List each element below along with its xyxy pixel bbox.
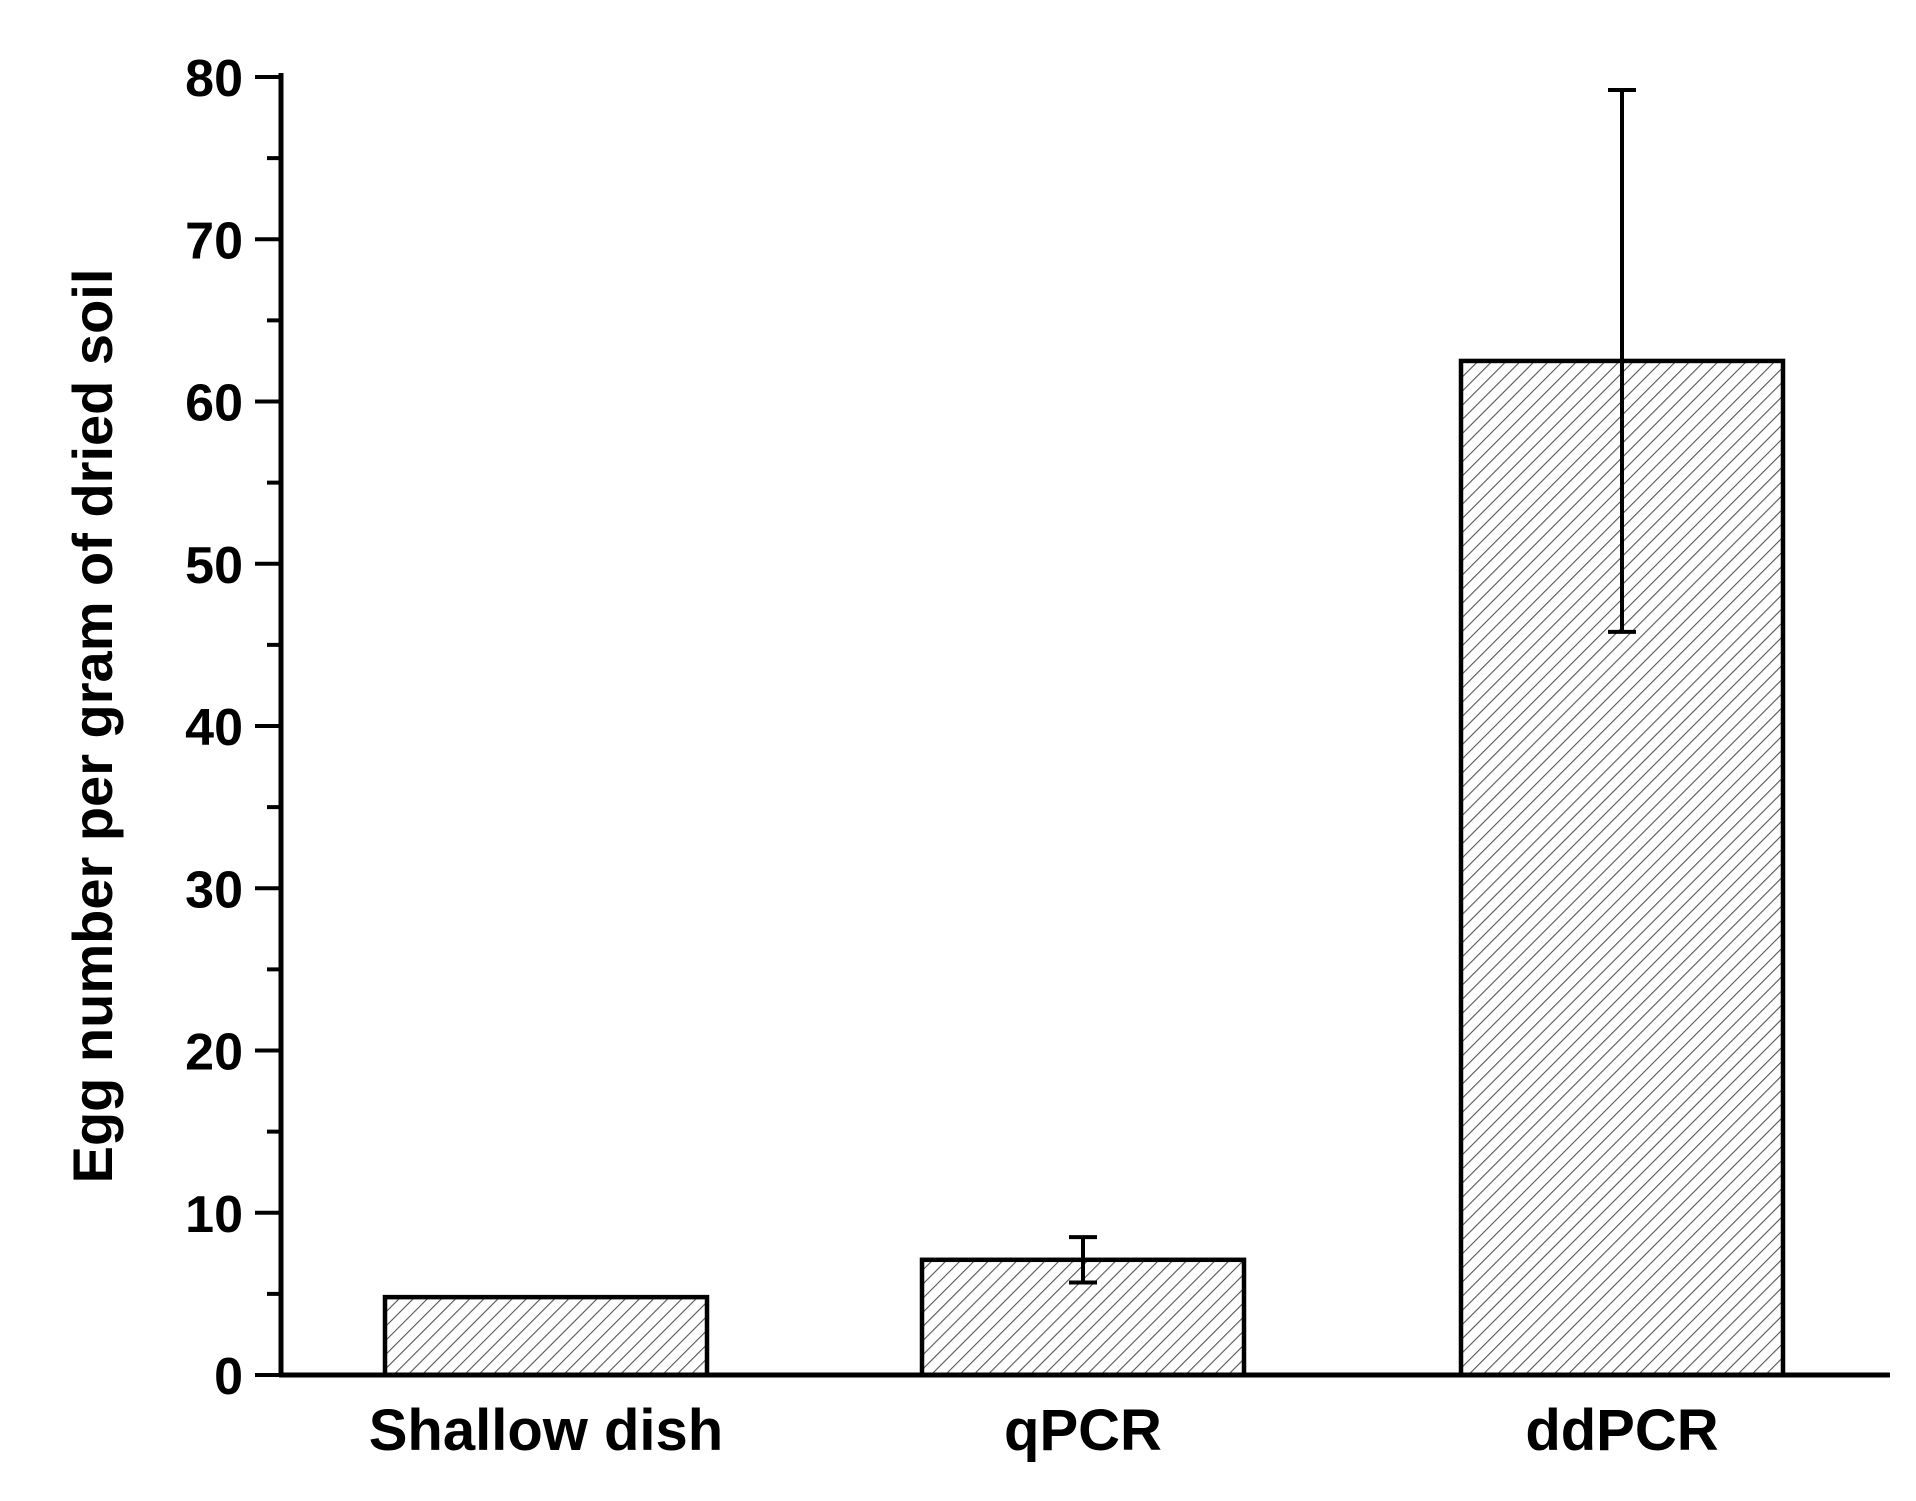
x-tick-label: Shallow dish [369,1398,724,1463]
y-tick-label: 20 [185,1024,243,1082]
y-tick-label: 60 [185,375,243,433]
y-axis-label: Egg number per gram of dried soil [61,269,124,1184]
axes-layer [255,73,1890,1378]
error-bars-layer [1069,87,1636,1285]
y-tick-label: 80 [185,50,243,108]
x-tick-label: qPCR [1004,1398,1162,1463]
y-tick-label: 70 [185,212,243,270]
bar-shallow-dish [382,1294,710,1378]
y-tick-label: 50 [185,537,243,595]
y-tick-label: 30 [185,861,243,919]
y-tick-label: 10 [185,1186,243,1244]
y-tick-label: 0 [214,1348,243,1406]
y-tick-label: 40 [185,699,243,757]
bars-layer [382,358,1786,1378]
x-tick-label: ddPCR [1525,1398,1718,1463]
labels-layer: Shallow dish qPCR ddPCR 0 10 20 30 40 50 60 70 80 [185,50,1719,1463]
